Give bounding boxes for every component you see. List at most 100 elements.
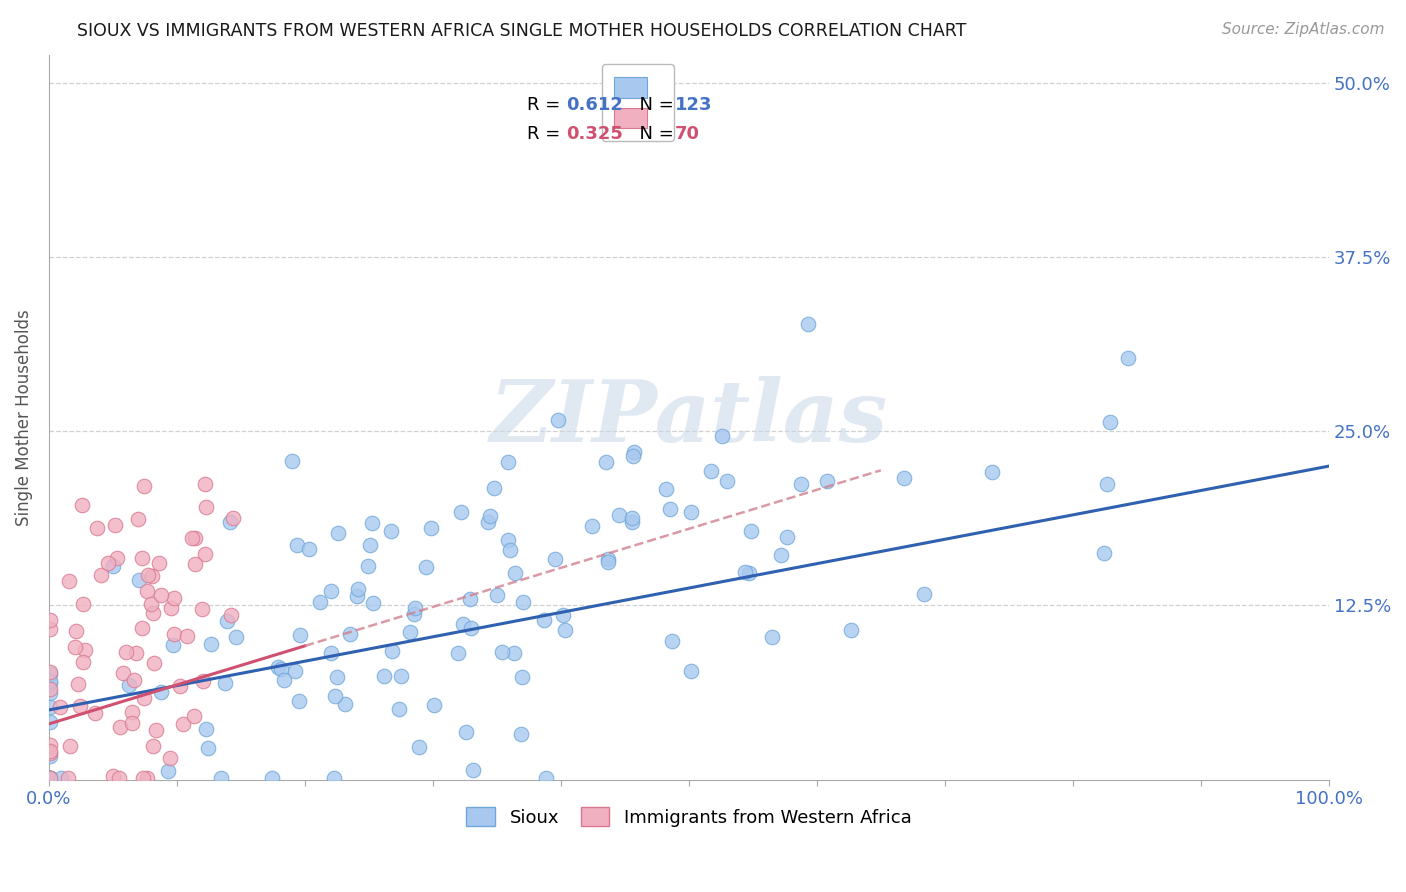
Point [121, 716, 143, 731]
Point [486, 588, 509, 602]
Point [361, 596, 384, 610]
Point [49, 771, 72, 785]
Point [128, 573, 150, 587]
Point [39, 613, 62, 627]
Text: ZIPatlas: ZIPatlas [489, 376, 889, 459]
Point [194, 547, 217, 561]
Point [1095, 476, 1118, 491]
Point [39, 771, 62, 785]
Point [659, 501, 682, 516]
Point [621, 515, 644, 529]
Point [142, 606, 165, 620]
Point [49, 700, 72, 714]
Point [150, 685, 173, 699]
Point [319, 646, 342, 660]
Point [118, 678, 141, 692]
Point [551, 608, 574, 623]
Point [131, 622, 153, 636]
Point [491, 645, 513, 659]
Text: 123: 123 [675, 96, 713, 114]
Point [39, 681, 62, 696]
Point [89, 568, 111, 582]
Point [389, 669, 412, 683]
Point [454, 724, 477, 739]
Point [214, 676, 236, 690]
Point [380, 524, 402, 538]
Point [142, 739, 165, 753]
Point [544, 551, 567, 566]
Point [139, 597, 162, 611]
Text: 0.325: 0.325 [567, 125, 623, 143]
Text: R =: R = [527, 96, 567, 114]
Text: N =: N = [628, 96, 681, 114]
Point [162, 591, 184, 605]
Point [131, 771, 153, 785]
Point [72, 597, 94, 611]
Point [681, 664, 703, 678]
Point [150, 588, 173, 602]
Point [460, 621, 482, 635]
Point [326, 526, 349, 541]
Point [195, 500, 218, 514]
Point [65, 624, 87, 638]
Text: R =: R = [527, 125, 567, 143]
Point [132, 691, 155, 706]
Point [75, 643, 97, 657]
Point [39, 622, 62, 636]
Point [346, 589, 368, 603]
Point [533, 614, 555, 628]
Point [339, 627, 361, 641]
Point [219, 608, 242, 623]
Point [58, 574, 80, 589]
Point [273, 673, 295, 687]
Legend: Sioux, Immigrants from Western Africa: Sioux, Immigrants from Western Africa [457, 798, 921, 836]
Point [761, 630, 783, 644]
Point [620, 511, 643, 525]
Point [790, 476, 813, 491]
Point [423, 698, 446, 713]
Point [711, 429, 734, 443]
Point [215, 614, 238, 628]
Point [333, 697, 356, 711]
Point [373, 669, 395, 683]
Point [1116, 351, 1139, 366]
Point [769, 548, 792, 562]
Point [408, 739, 430, 754]
Point [415, 560, 437, 574]
Point [114, 645, 136, 659]
Point [893, 471, 915, 485]
Point [157, 764, 180, 779]
Point [39, 771, 62, 785]
Point [125, 646, 148, 660]
Point [661, 634, 683, 648]
Point [86, 521, 108, 535]
Point [39, 771, 62, 785]
Point [623, 445, 645, 459]
Point [797, 317, 820, 331]
Point [738, 566, 761, 580]
Point [288, 694, 311, 708]
Point [505, 566, 527, 580]
Point [105, 551, 128, 566]
Point [477, 515, 499, 529]
Point [39, 673, 62, 688]
Point [740, 524, 762, 538]
Point [356, 558, 378, 573]
Y-axis label: Single Mother Households: Single Mother Households [15, 309, 32, 525]
Point [309, 595, 332, 609]
Point [700, 464, 723, 478]
Point [194, 477, 217, 491]
Point [270, 661, 292, 675]
Point [607, 508, 630, 523]
Point [323, 771, 346, 785]
Point [136, 568, 159, 582]
Point [127, 512, 149, 526]
Point [59, 739, 82, 753]
Point [108, 720, 131, 734]
Point [108, 771, 131, 785]
Point [1098, 415, 1121, 429]
Point [184, 531, 207, 545]
Text: Source: ZipAtlas.com: Source: ZipAtlas.com [1222, 22, 1385, 37]
Point [595, 455, 617, 469]
Point [716, 474, 738, 488]
